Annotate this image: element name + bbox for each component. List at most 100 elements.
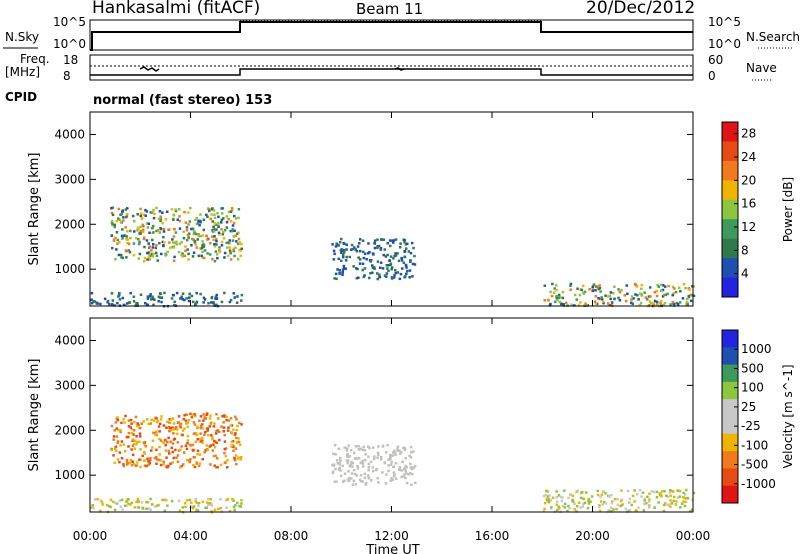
echo-cell (131, 444, 135, 448)
echo-cell (128, 461, 131, 465)
echo-cell (347, 459, 350, 462)
echo-cell (592, 283, 596, 286)
echo-cell (116, 416, 119, 419)
echo-cell (345, 243, 348, 246)
echo-cell (202, 296, 206, 300)
echo-cell (234, 432, 237, 435)
echo-cell (146, 295, 150, 298)
echo-cell (385, 272, 389, 275)
echo-cell (112, 239, 116, 242)
echo-cell (133, 420, 136, 424)
echo-cell (346, 453, 349, 456)
echo-cell (383, 248, 386, 251)
echo-cell (211, 207, 214, 210)
echo-cell (200, 439, 204, 442)
echo-cell (660, 495, 663, 498)
echo-cell (573, 508, 576, 511)
freq-tick-top: 18 (63, 53, 78, 67)
echo-cell (647, 295, 651, 298)
echo-cell (236, 295, 239, 298)
echo-cell (150, 252, 154, 256)
echo-cell (195, 433, 198, 437)
echo-cell (196, 425, 199, 429)
echo-cell (385, 473, 388, 476)
echo-cell (392, 471, 396, 474)
echo-cell (202, 242, 205, 246)
echo-cell (220, 300, 224, 304)
echo-cell (137, 242, 141, 246)
echo-cell (163, 509, 167, 512)
echo-cell (679, 506, 682, 509)
echo-cell (120, 457, 124, 460)
echo-cell (146, 501, 150, 504)
echo-cell (408, 454, 411, 458)
echo-cell (135, 442, 138, 446)
echo-cell (555, 495, 558, 499)
echo-cell (215, 243, 218, 246)
echo-cell (126, 213, 129, 216)
echo-cell (582, 284, 585, 288)
echo-cell (618, 290, 622, 294)
echo-cell (211, 437, 214, 441)
echo-cell (664, 293, 667, 297)
echo-cell (165, 456, 168, 459)
echo-cell (626, 489, 630, 493)
echo-cell (394, 238, 398, 241)
echo-cell (333, 277, 336, 280)
echo-cell (546, 495, 550, 498)
echo-cell (158, 241, 161, 245)
echo-cell (591, 289, 594, 293)
echo-cell (113, 304, 116, 307)
echo-cell (227, 419, 230, 422)
echo-cell (194, 440, 198, 443)
echo-cell (684, 286, 687, 290)
echo-cell (185, 421, 188, 424)
echo-cell (90, 291, 94, 295)
echo-cell (162, 244, 165, 248)
echo-cell (186, 233, 190, 237)
echo-cell (114, 236, 117, 240)
echo-cell (115, 231, 119, 234)
echo-cell (350, 248, 353, 251)
echo-cell (367, 474, 370, 477)
echo-cell (401, 460, 404, 464)
echo-cell (118, 460, 121, 464)
echo-cell (237, 457, 240, 460)
echo-cell (231, 239, 235, 242)
echo-cell (181, 506, 184, 509)
freq-label-2: [MHz] (5, 65, 40, 79)
echo-cell (118, 293, 121, 297)
echo-cell (643, 502, 646, 505)
echo-cell (631, 302, 634, 306)
echo-cell (397, 259, 401, 263)
echo-cell (650, 302, 653, 305)
echo-cell (342, 264, 346, 268)
echo-cell (199, 440, 202, 443)
echo-cell (597, 287, 600, 291)
echo-cell (655, 490, 659, 494)
echo-cell (643, 291, 646, 294)
echo-cell (135, 441, 139, 444)
echo-cell (143, 459, 146, 462)
echo-cell (192, 463, 195, 467)
echo-cell (575, 510, 578, 513)
echo-cell (137, 257, 140, 260)
echo-cell (119, 444, 122, 447)
echo-cell (225, 241, 228, 245)
echo-cell (410, 451, 413, 454)
echo-cell (377, 445, 380, 448)
x-tick-label: 04:00 (173, 529, 208, 543)
echo-cell (217, 417, 220, 420)
echo-cell (106, 299, 110, 303)
echo-cell (205, 234, 208, 238)
echo-cell (123, 303, 126, 307)
echo-cell (610, 500, 614, 503)
x-tick-label: 08:00 (274, 529, 309, 543)
echo-cell (675, 500, 678, 503)
echo-cell (635, 509, 638, 513)
nsky-tick-top: 10^5 (53, 15, 86, 29)
echo-cell (400, 475, 403, 479)
echo-cell (229, 417, 233, 420)
echo-cell (340, 259, 343, 262)
echo-cell (687, 287, 690, 290)
